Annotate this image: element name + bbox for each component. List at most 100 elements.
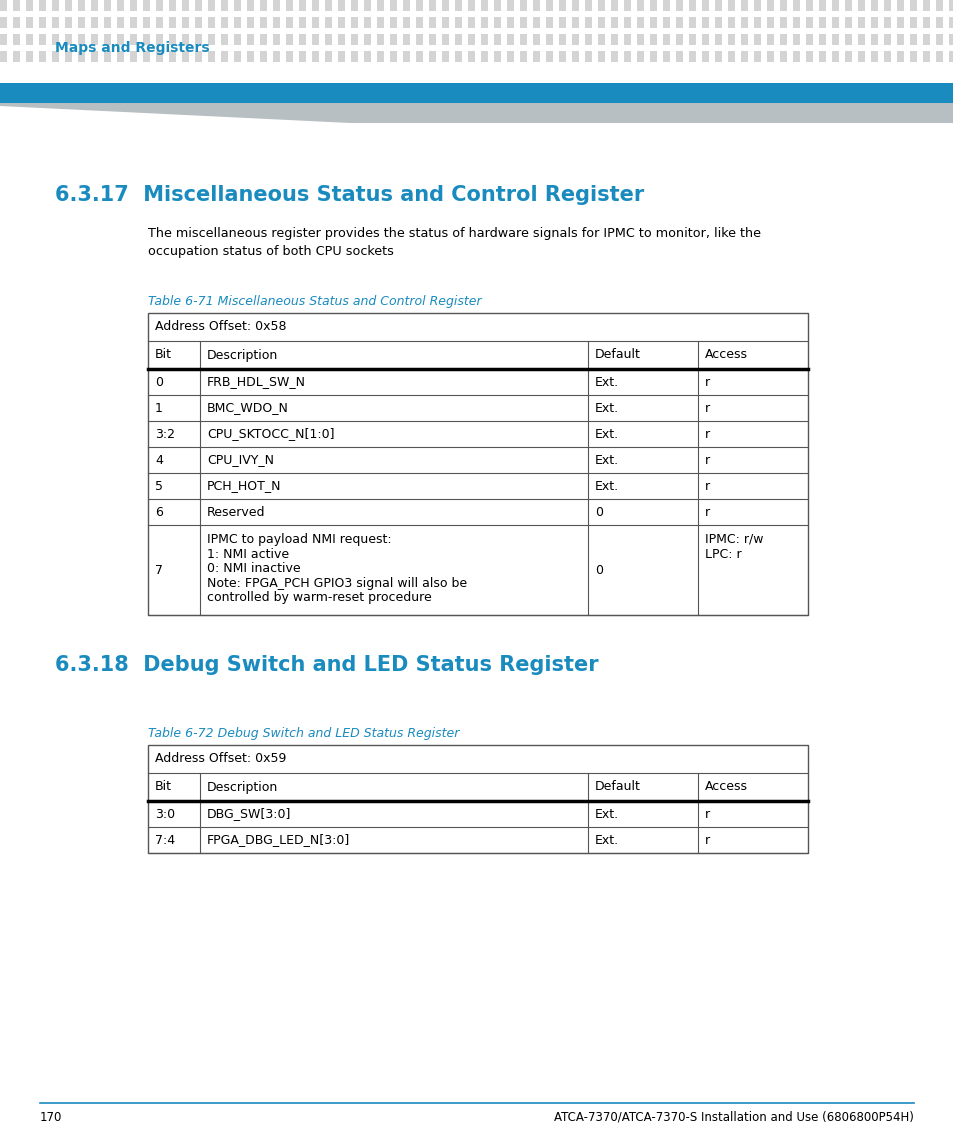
Bar xyxy=(533,34,539,45)
Text: Note: FPGA_PCH GPIO3 signal will also be: Note: FPGA_PCH GPIO3 signal will also be xyxy=(207,576,467,590)
Bar xyxy=(598,52,604,62)
Bar xyxy=(740,34,747,45)
Bar xyxy=(65,34,71,45)
Bar xyxy=(221,52,228,62)
Text: IPMC: r/w: IPMC: r/w xyxy=(704,534,762,546)
Text: 170: 170 xyxy=(40,1111,62,1124)
Text: controlled by warm-reset procedure: controlled by warm-reset procedure xyxy=(207,591,432,605)
Bar xyxy=(584,0,592,11)
Bar xyxy=(572,0,578,11)
Bar xyxy=(156,0,163,11)
Bar xyxy=(558,34,565,45)
Bar xyxy=(637,34,643,45)
Bar xyxy=(130,34,137,45)
Bar xyxy=(13,0,20,11)
Bar xyxy=(805,52,812,62)
Text: Ext.: Ext. xyxy=(595,834,618,846)
Bar xyxy=(402,17,410,27)
Text: Ext.: Ext. xyxy=(595,402,618,414)
Bar xyxy=(701,17,708,27)
Bar xyxy=(923,34,929,45)
Bar xyxy=(390,0,396,11)
Bar xyxy=(468,34,475,45)
Bar xyxy=(923,0,929,11)
Bar xyxy=(325,52,332,62)
Bar xyxy=(844,0,851,11)
Text: 6.3.18  Debug Switch and LED Status Register: 6.3.18 Debug Switch and LED Status Regis… xyxy=(55,655,598,676)
Bar xyxy=(13,17,20,27)
Text: Table 6-72 Debug Switch and LED Status Register: Table 6-72 Debug Switch and LED Status R… xyxy=(148,727,459,740)
Bar xyxy=(104,17,111,27)
Bar xyxy=(156,17,163,27)
Bar xyxy=(740,0,747,11)
Bar xyxy=(148,745,807,853)
Bar xyxy=(857,17,864,27)
Text: 1: 1 xyxy=(154,402,163,414)
Bar xyxy=(364,0,371,11)
Bar xyxy=(676,52,682,62)
Bar xyxy=(221,0,228,11)
Bar xyxy=(376,0,384,11)
Bar xyxy=(883,52,890,62)
Bar xyxy=(402,52,410,62)
Bar xyxy=(494,17,500,27)
Text: 0: 0 xyxy=(154,376,163,388)
Bar xyxy=(182,34,189,45)
Bar xyxy=(572,52,578,62)
Bar xyxy=(494,52,500,62)
Text: ATCA-7370/ATCA-7370-S Installation and Use (6806800P54H): ATCA-7370/ATCA-7370-S Installation and U… xyxy=(554,1111,913,1124)
Bar xyxy=(780,34,786,45)
Bar xyxy=(753,52,760,62)
Bar xyxy=(468,52,475,62)
Text: LPC: r: LPC: r xyxy=(704,547,740,561)
Text: r: r xyxy=(704,427,709,441)
Bar xyxy=(519,17,526,27)
Bar xyxy=(247,0,253,11)
Bar xyxy=(870,0,877,11)
Bar xyxy=(0,17,7,27)
Text: 7: 7 xyxy=(154,563,163,576)
Bar xyxy=(818,52,825,62)
Bar xyxy=(376,34,384,45)
Text: BMC_WDO_N: BMC_WDO_N xyxy=(207,402,289,414)
Bar xyxy=(52,34,59,45)
Bar xyxy=(533,52,539,62)
Bar xyxy=(104,0,111,11)
Bar xyxy=(117,17,124,27)
Bar xyxy=(416,17,422,27)
Text: Access: Access xyxy=(704,348,747,362)
Bar xyxy=(13,52,20,62)
Bar xyxy=(909,52,916,62)
Text: r: r xyxy=(704,480,709,492)
Bar xyxy=(260,0,267,11)
Text: FPGA_DBG_LED_N[3:0]: FPGA_DBG_LED_N[3:0] xyxy=(207,834,350,846)
Bar xyxy=(649,17,657,27)
Bar xyxy=(948,34,953,45)
Bar xyxy=(364,34,371,45)
Text: 1: NMI active: 1: NMI active xyxy=(207,547,289,561)
Bar xyxy=(351,17,357,27)
Bar xyxy=(52,17,59,27)
Bar xyxy=(688,0,696,11)
Bar xyxy=(780,17,786,27)
Bar xyxy=(831,17,838,27)
Bar xyxy=(662,0,669,11)
Bar xyxy=(896,34,903,45)
Bar xyxy=(26,17,33,27)
Text: Ext.: Ext. xyxy=(595,453,618,466)
Bar xyxy=(896,17,903,27)
Bar xyxy=(117,0,124,11)
Bar xyxy=(623,0,630,11)
Bar xyxy=(831,0,838,11)
Bar xyxy=(727,17,734,27)
Bar xyxy=(909,0,916,11)
Text: Ext.: Ext. xyxy=(595,480,618,492)
Text: Ext.: Ext. xyxy=(595,376,618,388)
Bar xyxy=(766,0,773,11)
Bar xyxy=(494,34,500,45)
Bar xyxy=(273,17,280,27)
Bar xyxy=(169,17,175,27)
Bar xyxy=(455,0,461,11)
Bar xyxy=(286,52,293,62)
Bar xyxy=(91,34,98,45)
